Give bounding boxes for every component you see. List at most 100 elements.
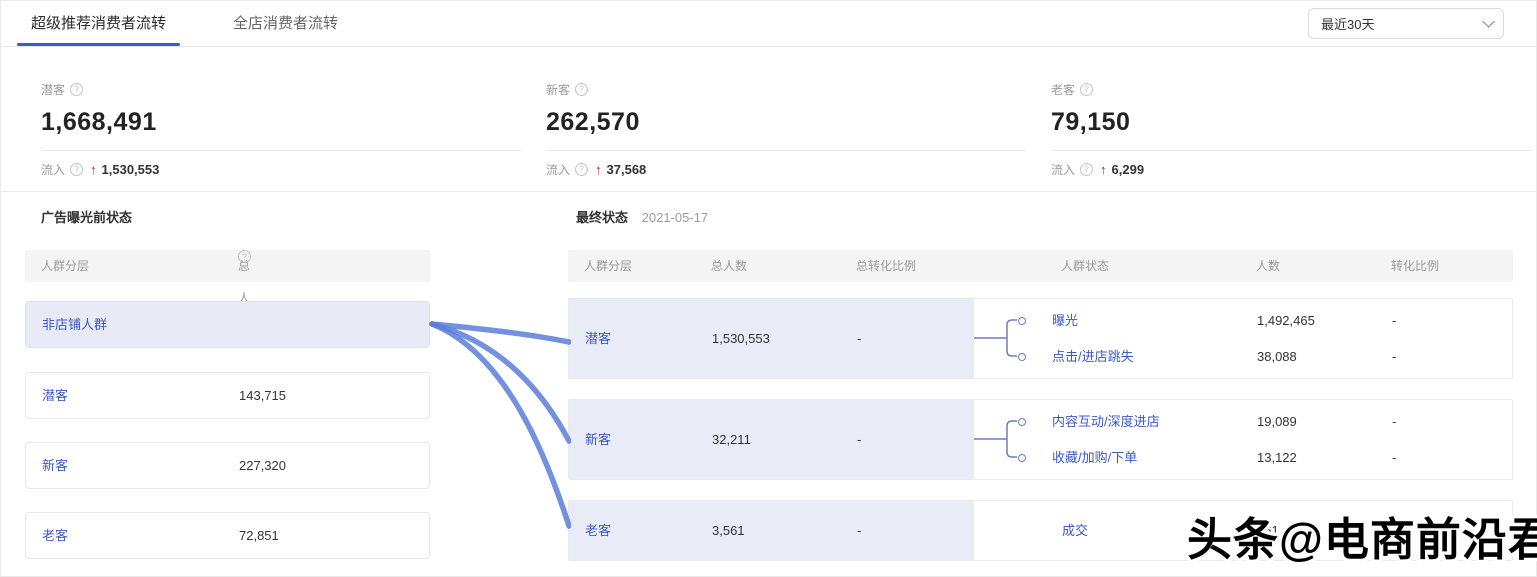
segment-label: 老客 [42,528,69,543]
col-total-ratio: 总转化比例 [856,259,917,273]
right-table-header: 人群分层 总人数 总转化比例 人群状态 人数 转化比例 [568,250,1513,282]
flow-row-laoke[interactable]: 老客 3,561 - 成交 561 - [568,500,1513,561]
segment-total: 143,715 [239,388,286,403]
question-icon[interactable]: ? [70,163,84,176]
flow-curves [429,321,571,529]
segment-label: 新客 [42,458,69,473]
inflow-label: 流入 [1051,163,1076,177]
stat-label: 老客 ? [1051,81,1531,98]
segment-total: 227,320 [239,458,286,473]
state-node-icon [1018,353,1026,361]
segment-ratio: - [857,331,862,346]
col-total: 总人数 [711,259,748,273]
right-panel-title-text: 最终状态 [576,210,629,225]
row-band [569,400,974,479]
inflow-label: 流入 [546,163,571,177]
tab-bar: 超级推荐消费者流转 全店消费者流转 最近30天 [1,1,1536,47]
question-icon[interactable]: ? [70,83,84,96]
col-ratio: 转化比例 [1391,259,1440,273]
state-row: 内容互动/深度进店 19,089 - [974,407,1512,437]
segment-total: 72,851 [239,528,279,543]
col-segment: 人群分层 [584,259,633,273]
left-row-laoke[interactable]: 老客 72,851 [25,512,430,559]
bracket-connector [974,420,1017,458]
up-arrow-icon: ↑ [90,162,97,177]
state-ratio: - [1392,349,1397,364]
left-row-qianke[interactable]: 潜客 143,715 [25,372,430,419]
right-panel-title: 最终状态 2021-05-17 [576,207,708,226]
stat-card-qianke: 潜客 ? 1,668,491 流入 ? ↑ 1,530,553 [41,47,521,178]
chevron-down-icon [1482,15,1495,28]
segment-ratio: - [857,523,862,538]
segment-total: 32,211 [712,432,751,447]
state-node-icon [1018,454,1026,462]
state-count: 38,088 [1257,349,1297,364]
up-arrow-icon: ↑ [1100,162,1107,177]
stat-inflow: 流入 ? ↑ 6,299 [1051,161,1531,178]
stat-label-text: 潜客 [41,83,66,97]
state-ratio: - [1392,523,1397,538]
date-range-select[interactable]: 最近30天 [1308,8,1504,39]
tab-whole-store-flow[interactable]: 全店消费者流转 [233,15,339,32]
state-node-icon [1018,418,1026,426]
date-range-value: 最近30天 [1321,17,1375,32]
state-ratio: - [1392,414,1397,429]
inflow-label: 流入 [41,163,66,177]
stat-inflow: 流入 ? ↑ 37,568 [546,161,1026,178]
segment-label: 潜客 [585,331,612,346]
state-count: 1,492,465 [1257,313,1315,328]
state-link-click-bounce[interactable]: 点击/进店跳失 [1052,349,1134,364]
segment-total: 3,561 [712,523,745,538]
stat-label: 新客 ? [546,81,1026,98]
segment-total: 1,530,553 [712,331,770,346]
state-link-exposure[interactable]: 曝光 [1052,313,1079,328]
segment-ratio: - [857,432,862,447]
state-ratio: - [1392,450,1397,465]
state-row: 曝光 1,492,465 - [974,306,1512,336]
divider [1,191,1536,192]
bracket-connector [974,319,1017,357]
stat-inflow: 流入 ? ↑ 1,530,553 [41,161,521,178]
question-icon[interactable]: ? [575,83,589,96]
state-count: 13,122 [1257,450,1297,465]
state-count: 19,089 [1257,414,1297,429]
state-node-icon [1018,317,1026,325]
stat-value: 262,570 [546,108,640,136]
question-icon[interactable]: ? [1080,83,1094,96]
state-link-deal[interactable]: 成交 [1062,523,1089,538]
left-row-non-store[interactable]: 非店铺人群 [25,301,430,348]
state-count: 561 [1257,523,1279,538]
col-segment: 人群分层 [41,259,90,273]
divider [546,150,1026,151]
stat-label: 潜客 ? [41,81,521,98]
segment-label: 新客 [585,432,612,447]
state-row: 成交 561 - [974,516,1512,546]
inflow-value: 37,568 [606,162,647,177]
segment-label: 老客 [585,523,612,538]
flow-row-xinke[interactable]: 新客 32,211 - 内容互动/深度进店 19,089 - 收藏/加购/下单 … [568,399,1513,480]
tab-super-recommend-flow[interactable]: 超级推荐消费者流转 [16,1,181,46]
stats-section: 潜客 ? 1,668,491 流入 ? ↑ 1,530,553 新客 ? 262… [1,47,1536,191]
segment-label: 非店铺人群 [42,317,108,332]
stat-card-xinke: 新客 ? 262,570 流入 ? ↑ 37,568 [546,47,1026,178]
state-ratio: - [1392,313,1397,328]
stat-label-text: 老客 [1051,83,1076,97]
up-arrow-icon: ↑ [595,162,602,177]
left-row-xinke[interactable]: 新客 227,320 [25,442,430,489]
flow-row-qianke[interactable]: 潜客 1,530,553 - 曝光 1,492,465 - 点击/进店跳失 38… [568,298,1513,379]
stat-value: 1,668,491 [41,108,157,136]
state-link-fav-cart-order[interactable]: 收藏/加购/下单 [1052,450,1138,465]
divider [41,150,521,151]
stat-card-laoke: 老客 ? 79,150 流入 ? ↑ 6,299 [1051,47,1531,178]
final-state-date: 2021-05-17 [641,210,709,225]
state-link-interact-deep-visit[interactable]: 内容互动/深度进店 [1052,414,1160,429]
question-icon[interactable]: ? [1080,163,1094,176]
row-band [569,501,974,560]
col-count: 人数 [1256,259,1281,273]
stat-label-text: 新客 [546,83,571,97]
segment-label: 潜客 [42,388,69,403]
question-icon[interactable]: ? [238,250,251,263]
question-icon[interactable]: ? [575,163,589,176]
left-panel-title: 广告曝光前状态 [41,210,133,225]
